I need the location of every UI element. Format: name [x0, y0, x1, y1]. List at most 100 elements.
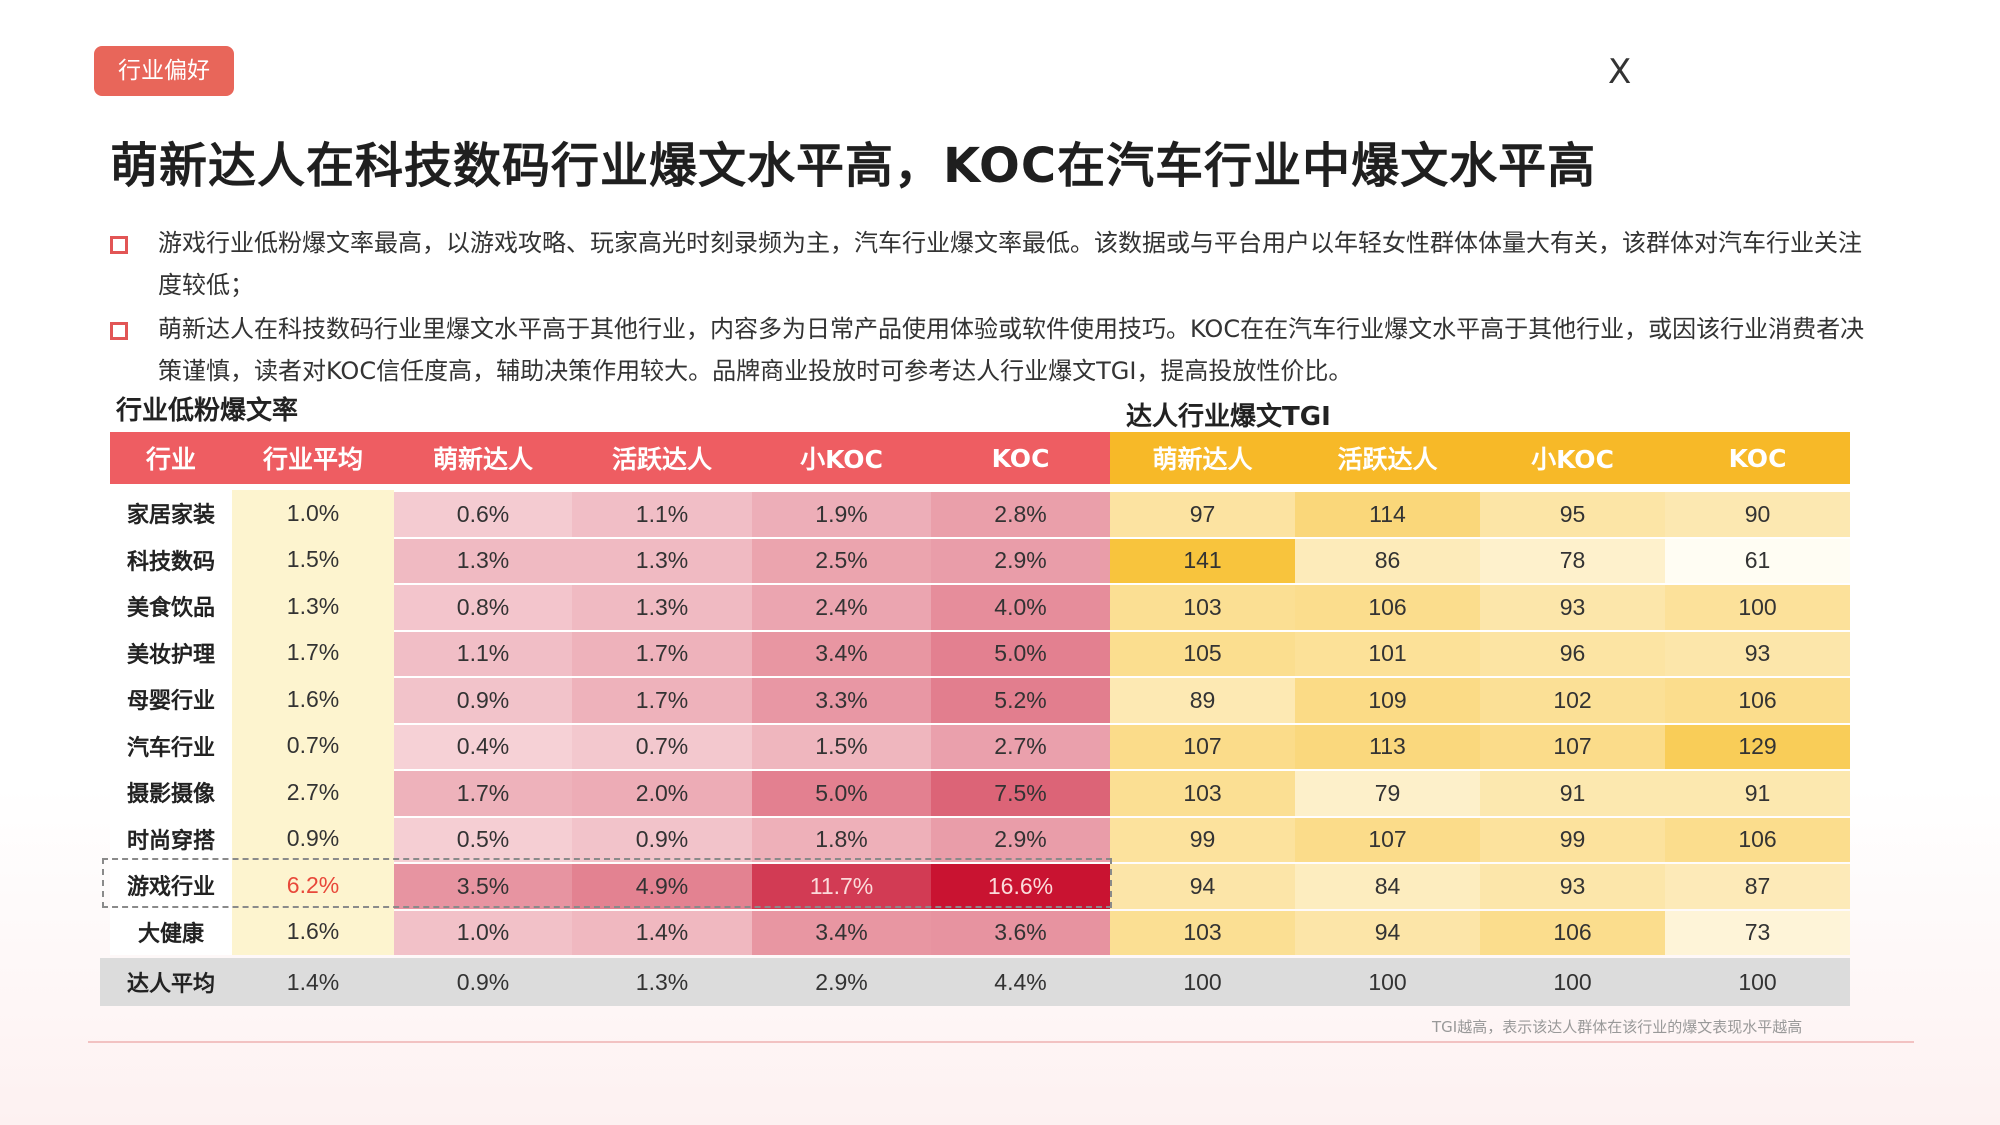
category-label: 游戏行业 [110, 862, 232, 909]
tgi-heat-cell: 96 [1480, 631, 1665, 676]
tgi-heat-cell: 106 [1480, 910, 1665, 955]
industry-average-cell: 2.7% [232, 769, 394, 816]
tgi-heat-cell: 129 [1665, 724, 1850, 769]
rate-heat-cell: 1.3% [572, 538, 752, 583]
page-title: 萌新达人在科技数码行业爆文水平高，KOC在汽车行业中爆文水平高 [110, 138, 1597, 194]
category-label: 时尚穿搭 [110, 815, 232, 862]
tgi-heat-cell: 79 [1295, 771, 1480, 816]
tgi-heat-cell: 90 [1665, 492, 1850, 537]
rate-heat-cell: 1.7% [572, 678, 752, 723]
tgi-heat-cell: 91 [1665, 771, 1850, 816]
industry-average-cell: 1.5% [232, 536, 394, 583]
tgi-heat-cell: 84 [1295, 864, 1480, 909]
rate-heat-cell: 1.1% [394, 631, 572, 676]
rate-heat-cell: 4.0% [931, 585, 1110, 630]
category-label: 摄影摄像 [110, 769, 232, 816]
tgi-heat-cell: 95 [1480, 492, 1665, 537]
tgi-heat-cell: 109 [1295, 678, 1480, 723]
rate-table-title: 行业低粉爆文率 [116, 396, 299, 426]
footer-label: 达人平均 [110, 958, 232, 1006]
tgi-heat-cell: 103 [1110, 771, 1295, 816]
bullet-list: 游戏行业低粉爆文率最高，以游戏攻略、玩家高光时刻录频为主，汽车行业爆文率最低。该… [108, 222, 1868, 392]
rate-heat-cell: 3.4% [752, 910, 931, 955]
rate-heat-cell: 3.5% [394, 864, 572, 909]
rate-heat-cell: 1.8% [752, 817, 931, 862]
tgi-heat-cell: 100 [1665, 585, 1850, 630]
bullet-item: 萌新达人在科技数码行业里爆文水平高于其他行业，内容多为日常产品使用体验或软件使用… [108, 308, 1868, 392]
category-label: 大健康 [110, 908, 232, 955]
rate-heat-cell: 2.9% [931, 538, 1110, 583]
footer-rate-cell: 0.9% [394, 958, 572, 1006]
category-label: 科技数码 [110, 536, 232, 583]
tgi-heat-cell: 94 [1110, 864, 1295, 909]
rate-header-cell: 行业平均 [232, 432, 394, 484]
tgi-heat-cell: 103 [1110, 585, 1295, 630]
tgi-heat-cell: 61 [1665, 538, 1850, 583]
rate-heat-cell: 1.0% [394, 910, 572, 955]
industry-average-cell: 1.3% [232, 583, 394, 630]
rate-heat-cell: 2.7% [931, 724, 1110, 769]
tgi-heat-cell: 91 [1480, 771, 1665, 816]
rate-heat-cell: 1.7% [394, 771, 572, 816]
rate-heat-cell: 3.4% [752, 631, 931, 676]
rate-heat-cell: 0.8% [394, 585, 572, 630]
bottom-divider [88, 1041, 1914, 1043]
category-label: 家居家装 [110, 490, 232, 537]
rate-heat-cell: 0.9% [394, 678, 572, 723]
category-label: 美食饮品 [110, 583, 232, 630]
tgi-heat-cell: 93 [1480, 585, 1665, 630]
footer-rate-cell: 1.3% [572, 958, 752, 1006]
tgi-header-cell: 萌新达人 [1110, 432, 1295, 484]
tgi-heat-cell: 107 [1295, 817, 1480, 862]
industry-average-cell: 0.7% [232, 722, 394, 769]
tgi-heat-cell: 73 [1665, 910, 1850, 955]
bullet-text: 萌新达人在科技数码行业里爆文水平高于其他行业，内容多为日常产品使用体验或软件使用… [158, 315, 1865, 385]
rate-header-cell: 萌新达人 [394, 432, 572, 484]
rate-heat-cell: 7.5% [931, 771, 1110, 816]
rate-heat-cell: 3.6% [931, 910, 1110, 955]
rate-heat-cell: 0.6% [394, 492, 572, 537]
rate-heat-cell: 5.0% [931, 631, 1110, 676]
tgi-header-cell: KOC [1665, 432, 1850, 484]
tgi-heat-cell: 93 [1480, 864, 1665, 909]
tgi-heat-cell: 106 [1665, 678, 1850, 723]
footer-rate-cell: 2.9% [752, 958, 931, 1006]
close-icon[interactable]: X [1608, 52, 1632, 92]
tgi-heat-cell: 101 [1295, 631, 1480, 676]
rate-heat-cell: 0.7% [572, 724, 752, 769]
footer-average-cell: 1.4% [232, 958, 394, 1006]
footer-band-edge [100, 958, 110, 1006]
rate-heat-cell: 1.7% [572, 631, 752, 676]
rate-heat-cell: 1.4% [572, 910, 752, 955]
tgi-heat-cell: 106 [1295, 585, 1480, 630]
industry-average-cell: 1.0% [232, 490, 394, 537]
industry-average-cell: 6.2% [232, 862, 394, 909]
tgi-heat-cell: 103 [1110, 910, 1295, 955]
rate-heat-cell: 3.3% [752, 678, 931, 723]
rate-heat-cell: 1.1% [572, 492, 752, 537]
tgi-heat-cell: 107 [1480, 724, 1665, 769]
rate-heat-cell: 1.5% [752, 724, 931, 769]
rate-heat-cell: 0.5% [394, 817, 572, 862]
rate-heat-cell: 1.3% [572, 585, 752, 630]
tgi-heat-cell: 99 [1110, 817, 1295, 862]
rate-heat-cell: 5.2% [931, 678, 1110, 723]
footer-rate-cell: 4.4% [931, 958, 1110, 1006]
tgi-footnote: TGI越高，表示该达人群体在该行业的爆文表现水平越高 [1432, 1018, 1803, 1036]
section-tag: 行业偏好 [94, 46, 234, 96]
square-bullet-icon [110, 236, 128, 254]
rate-header-cell: 活跃达人 [572, 432, 752, 484]
tgi-heat-cell: 78 [1480, 538, 1665, 583]
rate-header-cell: 小KOC [752, 432, 931, 484]
rate-heat-cell: 11.7% [752, 864, 931, 909]
tgi-heat-cell: 97 [1110, 492, 1295, 537]
rate-heat-cell: 0.9% [572, 817, 752, 862]
rate-heat-cell: 4.9% [572, 864, 752, 909]
tgi-heat-cell: 86 [1295, 538, 1480, 583]
bullet-text: 游戏行业低粉爆文率最高，以游戏攻略、玩家高光时刻录频为主，汽车行业爆文率最低。该… [158, 229, 1862, 299]
footer-tgi-cell: 100 [1295, 958, 1480, 1006]
tgi-heat-cell: 105 [1110, 631, 1295, 676]
footer-tgi-cell: 100 [1665, 958, 1850, 1006]
rate-header-cell: 行业 [110, 432, 232, 484]
tgi-heat-cell: 89 [1110, 678, 1295, 723]
